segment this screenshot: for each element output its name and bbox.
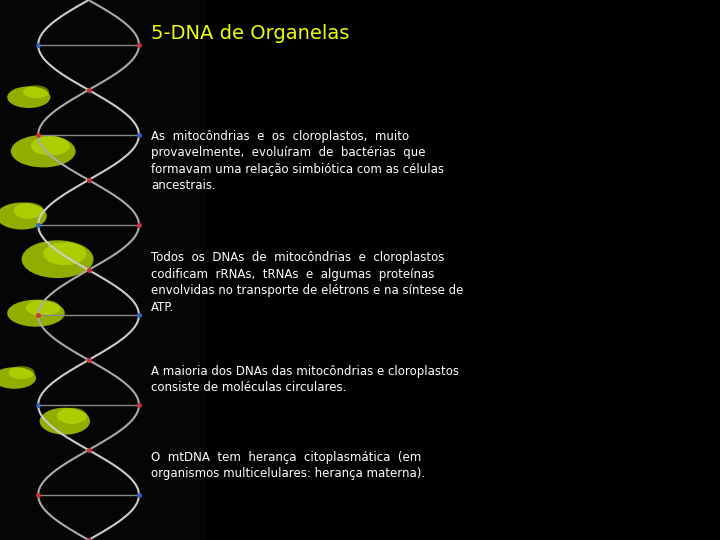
Ellipse shape: [14, 202, 44, 219]
Bar: [0, 0, 205, 540]
Ellipse shape: [26, 300, 60, 316]
Ellipse shape: [43, 242, 86, 265]
Ellipse shape: [9, 366, 35, 379]
Text: Todos  os  DNAs  de  mitocôndrias  e  cloroplastos
codificam  rRNAs,  tRNAs  e  : Todos os DNAs de mitocôndrias e cloropla…: [151, 251, 464, 314]
Ellipse shape: [31, 136, 70, 156]
Ellipse shape: [7, 86, 50, 108]
Text: A maioria dos DNAs das mitocôndrias e cloroplastos
consiste de moléculas circula: A maioria dos DNAs das mitocôndrias e cl…: [151, 364, 459, 394]
Ellipse shape: [23, 85, 49, 98]
Ellipse shape: [22, 240, 94, 278]
Ellipse shape: [11, 135, 76, 167]
Ellipse shape: [0, 367, 36, 389]
Ellipse shape: [57, 408, 87, 424]
Ellipse shape: [0, 202, 47, 230]
Text: As  mitocôndrias  e  os  cloroplastos,  muito
provavelmente,  evoluíram  de  bac: As mitocôndrias e os cloroplastos, muito…: [151, 130, 444, 192]
Text: O  mtDNA  tem  herança  citoplasmática  (em
organismos multicelulares: herança m: O mtDNA tem herança citoplasmática (em o…: [151, 451, 426, 481]
Text: 5-DNA de Organelas: 5-DNA de Organelas: [151, 24, 350, 43]
Ellipse shape: [7, 300, 65, 327]
Ellipse shape: [40, 408, 90, 435]
